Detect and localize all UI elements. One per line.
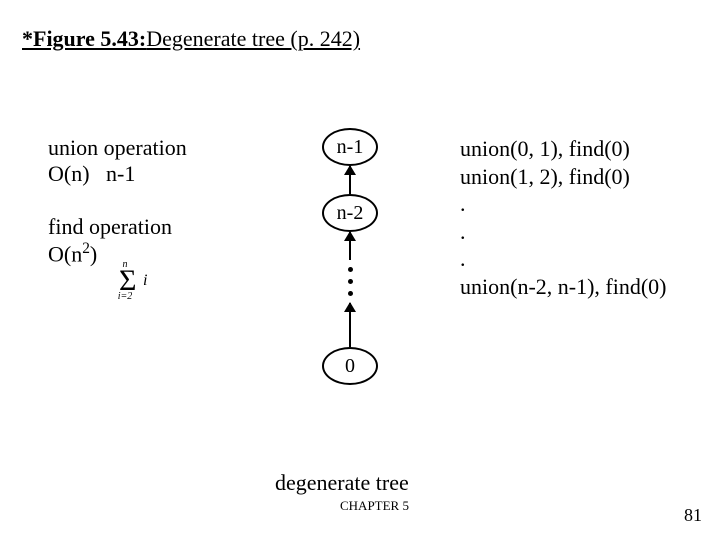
summation-icon: n Σ i=2 i xyxy=(103,255,158,300)
tree-node-mid: n-2 xyxy=(322,194,378,232)
operations-list: union(0, 1), find(0) union(1, 2), find(0… xyxy=(460,135,667,300)
arrow-icon xyxy=(349,232,351,260)
tree-caption: degenerate tree xyxy=(275,470,409,496)
find-op-line1: find operation xyxy=(48,214,258,240)
tree-node-bottom-label: 0 xyxy=(345,355,355,378)
union-op-line2: O(n) n-1 xyxy=(48,161,258,187)
svg-text:i: i xyxy=(143,272,147,289)
tree-node-top: n-1 xyxy=(322,128,378,166)
complexity-block: union operation O(n) n-1 find operation … xyxy=(48,135,258,268)
degenerate-tree-diagram: n-1 n-2 0 xyxy=(310,128,390,385)
union-bigo: O(n) xyxy=(48,161,90,186)
title-prefix: * xyxy=(22,26,33,51)
tree-node-mid-label: n-2 xyxy=(337,202,364,225)
find-bigo-a: O(n xyxy=(48,242,82,267)
title-figure: Figure 5.43: xyxy=(33,26,146,51)
arrow-icon xyxy=(349,303,351,347)
page-number: 81 xyxy=(684,505,702,526)
op-dot: . xyxy=(460,245,667,273)
title-rest: Degenerate tree (p. 242) xyxy=(146,26,360,51)
tree-node-top-label: n-1 xyxy=(337,136,364,159)
op-line-2: union(1, 2), find(0) xyxy=(460,163,667,191)
union-count: n-1 xyxy=(106,161,135,186)
figure-title: *Figure 5.43:Degenerate tree (p. 242) xyxy=(22,26,360,52)
find-bigo-b: ) xyxy=(90,242,97,267)
op-line-1: union(0, 1), find(0) xyxy=(460,135,667,163)
op-dot: . xyxy=(460,218,667,246)
op-dot: . xyxy=(460,190,667,218)
tree-node-bottom: 0 xyxy=(322,347,378,385)
find-bigo-exp: 2 xyxy=(82,240,90,257)
op-line-n: union(n-2, n-1), find(0) xyxy=(460,273,667,301)
arrow-icon xyxy=(349,166,351,194)
chapter-label: CHAPTER 5 xyxy=(340,498,409,514)
union-op-line1: union operation xyxy=(48,135,258,161)
svg-text:i=2: i=2 xyxy=(118,291,133,300)
vertical-ellipsis-icon xyxy=(347,267,353,296)
